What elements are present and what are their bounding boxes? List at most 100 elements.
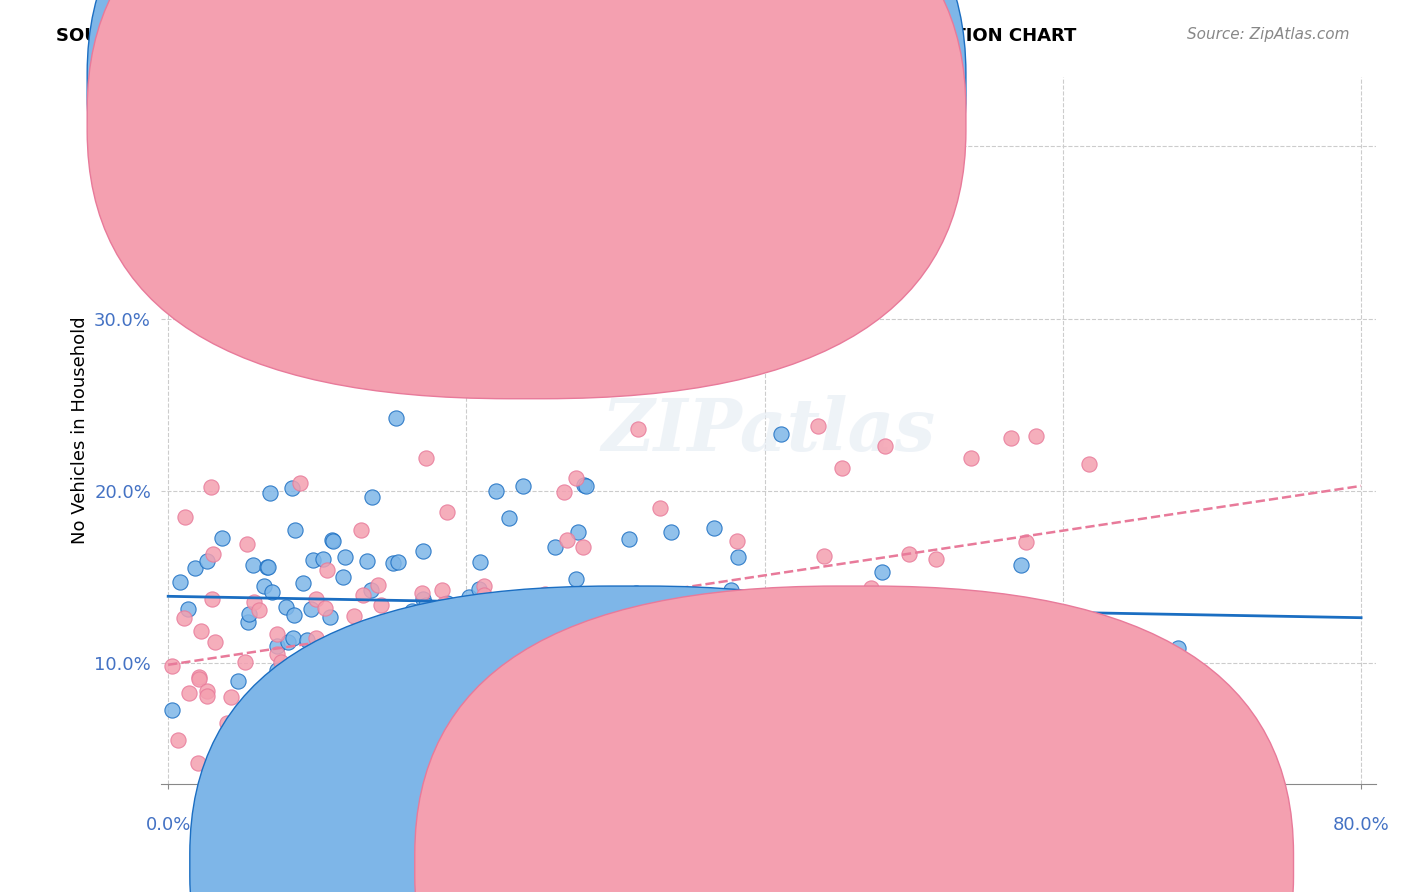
Point: [395, 611, 418, 625]
Point: [288, 476, 311, 491]
Point: [567, 525, 589, 540]
Point: [553, 485, 575, 500]
Point: [572, 540, 595, 554]
Point: [167, 733, 190, 747]
Point: [356, 629, 378, 643]
Point: [1025, 429, 1047, 443]
Point: [415, 598, 437, 612]
Point: [531, 623, 554, 637]
Point: [457, 706, 479, 721]
Point: [623, 762, 645, 776]
Point: [745, 653, 768, 667]
Point: [1015, 535, 1038, 549]
Point: [785, 652, 807, 666]
Point: [387, 555, 409, 569]
Point: [233, 655, 256, 669]
Point: [406, 726, 429, 740]
Point: [281, 631, 304, 645]
Point: [512, 627, 534, 641]
Point: [173, 611, 195, 625]
Point: [524, 648, 547, 662]
Point: [420, 640, 443, 654]
Point: [575, 479, 598, 493]
Text: N =: N =: [672, 76, 703, 94]
Point: [439, 666, 461, 681]
Point: [512, 479, 534, 493]
Point: [554, 600, 576, 615]
Point: [831, 460, 853, 475]
Point: [533, 696, 555, 710]
Point: [221, 690, 243, 704]
Point: [617, 532, 640, 546]
Point: [412, 544, 434, 558]
Point: [249, 602, 271, 616]
Point: [1000, 431, 1022, 445]
Point: [360, 583, 382, 598]
Point: [425, 613, 447, 627]
Point: [233, 777, 256, 791]
Point: [752, 633, 775, 648]
Point: [266, 627, 288, 641]
Point: [717, 633, 740, 648]
Point: [211, 531, 233, 545]
Point: [423, 682, 446, 697]
Text: 0.0%: 0.0%: [145, 815, 191, 834]
Point: [612, 607, 634, 621]
Text: SOUTH AMERICAN VS IMMIGRANTS FROM BRAZIL NO VEHICLES IN HOUSEHOLD CORRELATION CH: SOUTH AMERICAN VS IMMIGRANTS FROM BRAZIL…: [56, 27, 1077, 45]
Point: [257, 560, 280, 574]
Point: [488, 688, 510, 702]
Text: -0.039: -0.039: [583, 76, 643, 94]
Point: [485, 483, 508, 498]
Text: Source: ZipAtlas.com: Source: ZipAtlas.com: [1187, 27, 1350, 42]
Point: [195, 684, 218, 698]
Point: [373, 629, 395, 643]
Point: [427, 665, 450, 679]
Point: [571, 632, 593, 647]
Point: [925, 551, 948, 566]
Point: [370, 598, 392, 612]
Point: [204, 634, 226, 648]
Point: [527, 592, 550, 607]
Point: [721, 706, 744, 721]
Text: 106: 106: [724, 76, 759, 94]
Text: R =: R =: [527, 112, 558, 129]
Point: [1010, 558, 1032, 573]
Point: [305, 592, 328, 607]
Point: [359, 684, 381, 698]
Point: [266, 648, 288, 662]
Point: [160, 703, 183, 717]
Point: [288, 701, 311, 715]
Text: R =: R =: [527, 76, 558, 94]
Point: [388, 746, 411, 760]
Point: [274, 600, 297, 615]
Point: [572, 477, 595, 491]
Point: [256, 721, 278, 735]
Point: [200, 480, 222, 494]
Point: [659, 524, 682, 539]
Point: [360, 490, 382, 504]
Point: [356, 554, 378, 568]
Point: [555, 533, 578, 547]
Point: [394, 695, 416, 709]
Point: [873, 439, 896, 453]
Point: [238, 772, 260, 787]
Point: [284, 523, 307, 537]
Point: [319, 610, 342, 624]
Point: [897, 547, 920, 561]
Point: [412, 626, 434, 640]
Point: [621, 638, 644, 652]
Point: [711, 668, 734, 682]
Point: [326, 673, 349, 687]
Text: South Americans: South Americans: [661, 856, 814, 874]
Point: [485, 647, 508, 661]
Point: [470, 555, 492, 569]
Point: [236, 537, 259, 551]
Point: [247, 777, 270, 791]
Text: 109: 109: [724, 112, 759, 129]
Point: [194, 294, 217, 309]
Point: [298, 673, 321, 688]
Point: [453, 689, 475, 703]
Point: [624, 586, 647, 600]
Point: [339, 627, 361, 641]
Point: [411, 660, 433, 674]
